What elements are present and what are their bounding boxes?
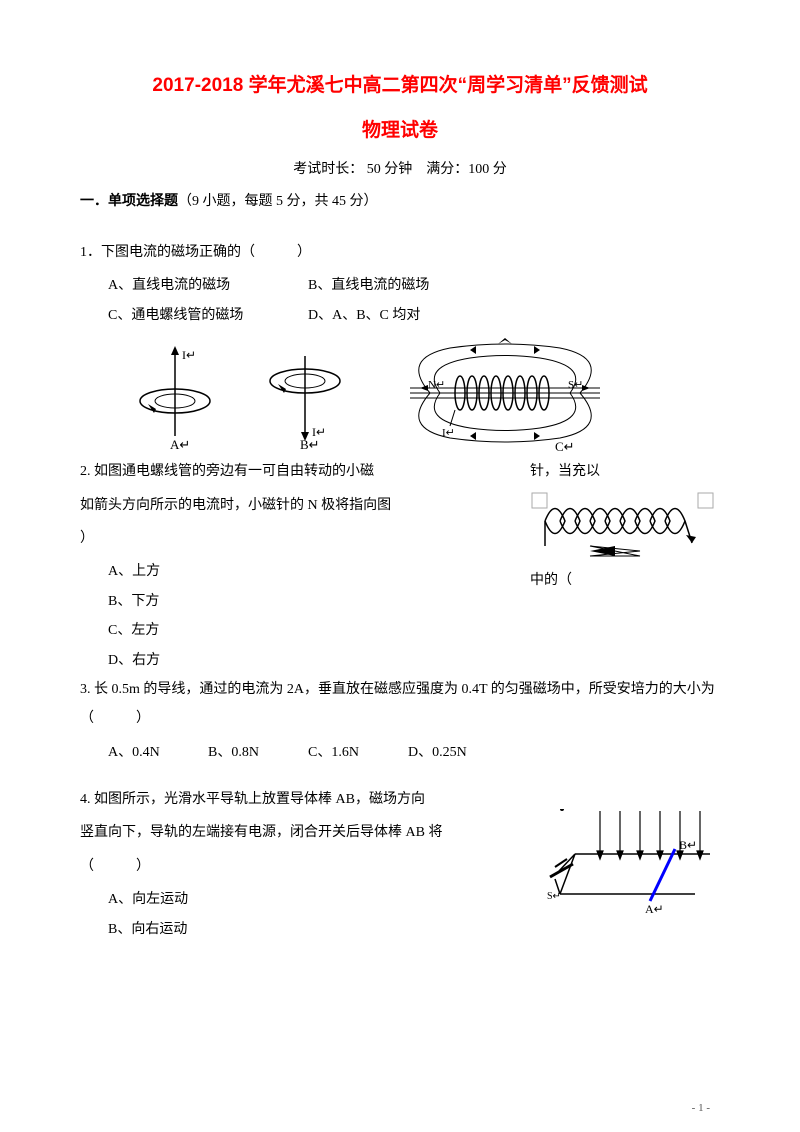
section-1-bold: 一．单项选择题 (80, 194, 178, 209)
page-number: - 1 - (692, 1102, 710, 1114)
svg-text:B↵: B↵ (300, 437, 320, 451)
svg-text:A↵: A↵ (645, 902, 664, 916)
q3-opt-d: D、0.25N (408, 738, 508, 767)
q1-options: A、直线电流的磁场 B、直线电流的磁场 C、通电螺线管的磁场 D、A、B、C 均… (80, 271, 720, 330)
q1-opt-c: C、通电螺线管的磁场 (108, 301, 308, 330)
q2-stem-2a: 如箭头方向所示的电流时，小磁针的 N 极将指向图 (80, 491, 530, 520)
svg-text:C↵: C↵ (555, 439, 575, 453)
exam-page: 2017-2018 学年尤溪七中高二第四次“周学习清单”反馈测试 物理试卷 考试… (0, 0, 800, 1132)
page-title-2: 物理试卷 (80, 115, 720, 142)
q3-options: A、0.4N B、0.8N C、1.6N D、0.25N (80, 738, 720, 767)
exam-meta: 考试时长： 50 分钟 满分：100 分 (80, 158, 720, 178)
svg-text:S↵: S↵ (568, 379, 583, 391)
q1-opt-a: A、直线电流的磁场 (108, 271, 308, 300)
q3-opt-c: C、1.6N (308, 738, 408, 767)
svg-text:S↵: S↵ (547, 891, 561, 902)
q4-rail-icon: S↵ B↵ A↵ (545, 809, 715, 919)
q2-opt-c: C、左方 (108, 616, 530, 645)
q3-stem: 3. 长 0.5m 的导线，通过的电流为 2A，垂直放在磁感应强度为 0.4T … (80, 675, 720, 734)
q4-stem-2: 竖直向下，导轨的左端接有电源，闭合开关后导体棒 AB 将 (80, 818, 545, 847)
q2-opt-d: D、右方 (108, 646, 530, 675)
q2-solenoid-icon (530, 491, 715, 566)
svg-text:I↵: I↵ (182, 348, 196, 362)
q1-fig-b-icon: I↵ B↵ (260, 341, 350, 451)
svg-text:N↵: N↵ (428, 379, 445, 391)
q1-opt-b: B、直线电流的磁场 (308, 271, 508, 300)
q1-figures: I↵ A↵ I↵ B↵ (130, 338, 720, 453)
q1-stem: 1．下图电流的磁场正确的（ ） (80, 238, 720, 267)
q4-figure: S↵ B↵ A↵ (545, 785, 720, 919)
q4-opt-a: A、向左运动 (108, 885, 545, 914)
q4-block: 4. 如图所示，光滑水平导轨上放置导体棒 AB，磁场方向 竖直向下，导轨的左端接… (80, 785, 720, 944)
page-title-1: 2017-2018 学年尤溪七中高二第四次“周学习清单”反馈测试 (80, 70, 720, 97)
q1-fig-c-icon: N↵ S↵ I↵ C↵ (390, 338, 620, 453)
q2-figure: 针，当充以 (530, 457, 720, 599)
q4-options: A、向左运动 B、向右运动 (80, 885, 545, 944)
section-1-heading: 一．单项选择题（9 小题，每题 5 分，共 45 分） (80, 190, 720, 210)
q2-stem: 2. 如图通电螺线管的旁边有一可自由转动的小磁 (80, 457, 530, 486)
q2-block: 2. 如图通电螺线管的旁边有一可自由转动的小磁 如箭头方向所示的电流时，小磁针的… (80, 457, 720, 675)
svg-text:A↵: A↵ (170, 437, 190, 451)
q3-opt-a: A、0.4N (108, 738, 208, 767)
q2-options: A、上方 B、下方 C、左方 D、右方 (80, 557, 530, 675)
q2-opt-b: B、下方 (108, 587, 530, 616)
q3-opt-b: B、0.8N (208, 738, 308, 767)
section-1-rest: （9 小题，每题 5 分，共 45 分） (178, 194, 378, 209)
q1-fig-a-icon: I↵ A↵ (130, 341, 220, 451)
q4-opt-b: B、向右运动 (108, 915, 545, 944)
q2-opt-a: A、上方 (108, 557, 530, 586)
svg-text:B↵: B↵ (679, 838, 697, 852)
q2-stem-3: ） (80, 524, 530, 553)
svg-text:I↵: I↵ (442, 427, 455, 439)
q1-opt-d: D、A、B、C 均对 (308, 301, 508, 330)
q4-stem-3: （ ） (80, 852, 545, 881)
q4-stem-1: 4. 如图所示，光滑水平导轨上放置导体棒 AB，磁场方向 (80, 785, 545, 814)
